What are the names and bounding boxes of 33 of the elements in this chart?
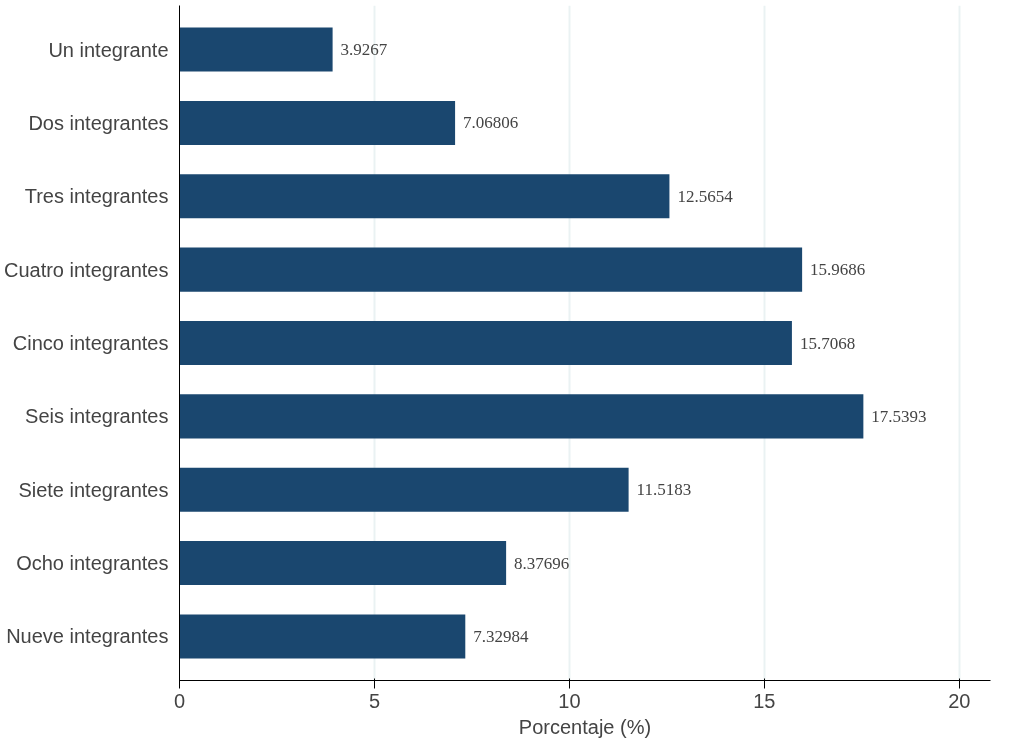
bar xyxy=(179,614,466,659)
y-tick-label: Ocho integrantes xyxy=(16,552,169,575)
bar xyxy=(179,247,803,292)
data-label: 15.9686 xyxy=(810,260,866,280)
y-tick-label: Cinco integrantes xyxy=(12,332,169,354)
y-tick-label: Nueve integrantes xyxy=(6,625,169,648)
x-tick-label: 10 xyxy=(558,689,581,712)
bar xyxy=(179,174,670,219)
data-label: 7.06806 xyxy=(463,113,519,133)
data-label: 12.5654 xyxy=(677,186,734,206)
x-tick-label: 15 xyxy=(753,689,776,712)
bar xyxy=(179,27,333,72)
data-label: 11.5183 xyxy=(636,480,692,500)
bar xyxy=(179,467,629,512)
data-label: 3.9267 xyxy=(340,40,388,60)
x-axis-title: Porcentaje (%) xyxy=(518,715,652,738)
y-tick-label: Tres integrantes xyxy=(24,185,169,208)
data-label: 17.5393 xyxy=(871,406,927,426)
bar xyxy=(179,100,456,145)
y-tick-label: Dos integrantes xyxy=(28,111,169,134)
bar xyxy=(179,320,792,366)
y-tick-label: Siete integrantes xyxy=(18,478,169,501)
y-tick-label: Seis integrantes xyxy=(25,405,169,428)
x-tick-label: 5 xyxy=(368,689,381,712)
data-label: 8.37696 xyxy=(514,553,570,573)
data-label: 15.7068 xyxy=(799,333,856,353)
x-tick-label: 0 xyxy=(173,689,186,712)
y-tick-label: Un integrante xyxy=(48,38,169,61)
y-tick-label: Cuatro integrantes xyxy=(3,258,169,281)
bar xyxy=(179,394,864,439)
bar xyxy=(179,541,507,586)
x-tick-label: 20 xyxy=(948,689,971,712)
data-label: 7.32984 xyxy=(473,626,530,646)
